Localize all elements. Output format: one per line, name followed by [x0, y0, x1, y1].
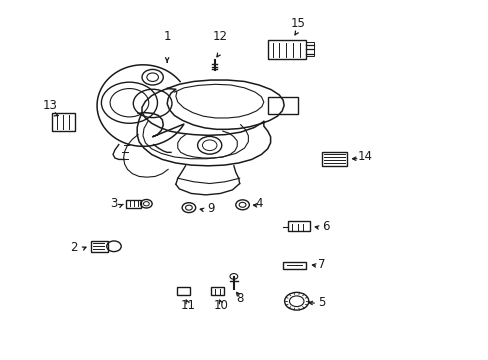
Text: 10: 10 — [213, 299, 228, 312]
Text: 6: 6 — [321, 220, 329, 233]
Text: 12: 12 — [212, 30, 227, 43]
Bar — [321, 152, 346, 166]
Bar — [287, 221, 309, 231]
Bar — [267, 40, 306, 59]
Bar — [177, 287, 190, 295]
Text: 14: 14 — [357, 150, 372, 163]
Bar — [210, 287, 224, 295]
Bar — [306, 42, 313, 56]
Bar — [126, 200, 140, 208]
Text: 9: 9 — [206, 202, 214, 215]
Text: 8: 8 — [236, 292, 243, 305]
Text: 3: 3 — [110, 197, 118, 210]
Text: 1: 1 — [163, 30, 170, 43]
Text: 11: 11 — [180, 299, 195, 312]
Text: 15: 15 — [290, 17, 305, 30]
Bar — [267, 98, 297, 114]
Text: 7: 7 — [318, 258, 325, 271]
Text: 5: 5 — [318, 296, 325, 309]
Bar — [283, 261, 306, 269]
Text: 4: 4 — [255, 197, 262, 210]
Text: 13: 13 — [42, 99, 58, 112]
Bar — [91, 241, 107, 252]
Bar — [52, 113, 75, 131]
Text: 2: 2 — [70, 241, 78, 254]
